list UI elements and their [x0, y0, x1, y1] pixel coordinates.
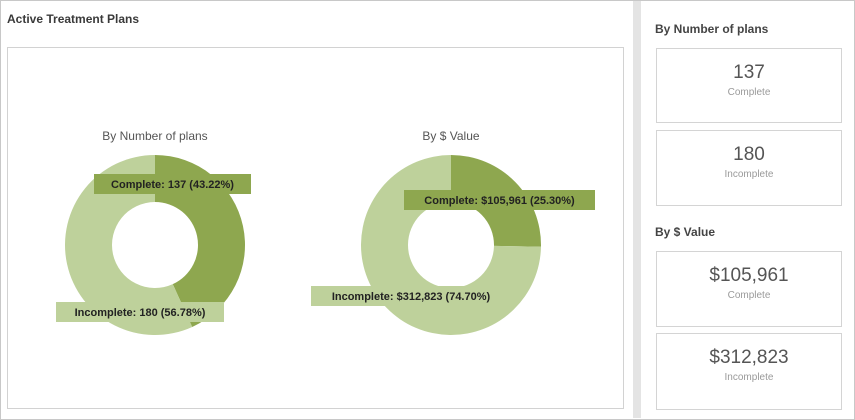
stat-card-incomplete-count[interactable]: 180 Incomplete [656, 130, 842, 206]
stat-card-complete-value[interactable]: $105,961 Complete [656, 251, 842, 327]
chart-title: By Number of plans [102, 129, 207, 143]
stat-card-incomplete-value[interactable]: $312,823 Incomplete [656, 333, 842, 410]
data-label-bg [56, 302, 224, 322]
stat-value: $105,961 [709, 265, 789, 286]
panel-title: Active Treatment Plans [7, 12, 140, 26]
summary-panel: By Number of plans 137 Complete 180 Inco… [641, 1, 853, 418]
donut-charts: By Number of plans Complete: 137 (43.22%)… [56, 129, 595, 335]
data-label-incomplete: Incomplete: $312,823 (74.70%) [332, 291, 491, 303]
stat-label: Complete [727, 290, 771, 301]
donut-slice-complete[interactable] [155, 155, 245, 327]
data-label-complete: Complete: 137 (43.22%) [111, 179, 234, 191]
stat-label: Complete [727, 87, 771, 98]
data-label-bg [94, 174, 251, 194]
summary-title-by-number: By Number of plans [655, 22, 769, 36]
data-label-complete: Complete: $105,961 (25.30%) [424, 195, 575, 207]
charts-container: By Number of plans Complete: 137 (43.22%)… [7, 47, 624, 409]
stat-value: 137 [733, 62, 765, 83]
stat-value: 180 [733, 144, 765, 165]
data-label-incomplete: Incomplete: 180 (56.78%) [75, 307, 206, 319]
donut-slice-incomplete[interactable] [64, 155, 193, 335]
stat-label: Incomplete [724, 169, 774, 180]
panel-divider [633, 1, 641, 418]
stat-card-complete-count[interactable]: 137 Complete [656, 48, 842, 123]
treatment-plans-panel: Active Treatment Plans By Number of plan… [1, 1, 633, 418]
stat-value: $312,823 [709, 347, 789, 368]
chart-title: By $ Value [422, 129, 479, 143]
data-label-bg [311, 286, 511, 306]
data-label-bg [404, 190, 595, 210]
summary-title-by-value: By $ Value [655, 225, 716, 239]
stat-label: Incomplete [724, 372, 774, 383]
